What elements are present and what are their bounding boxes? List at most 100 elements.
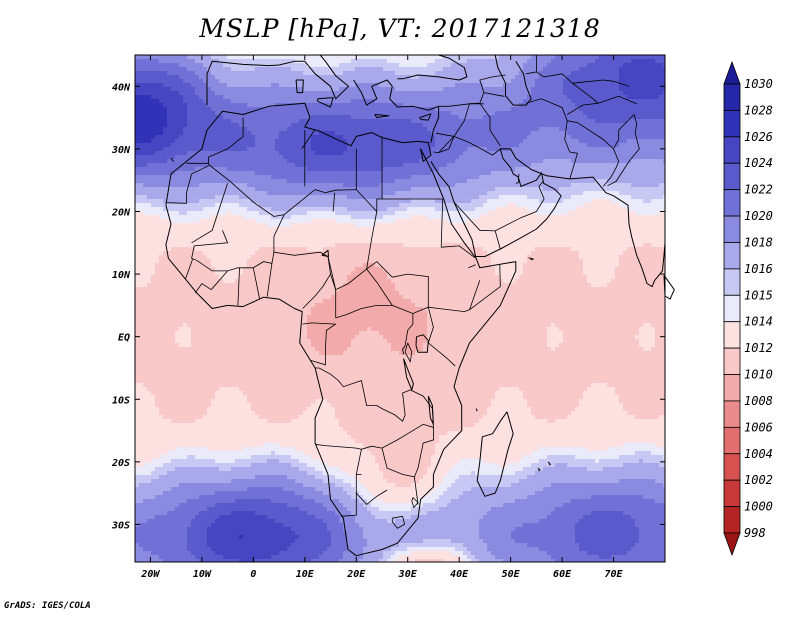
- x-tick-label: 10E: [296, 569, 315, 580]
- colorbar-box: [723, 506, 741, 534]
- crete: [374, 114, 390, 119]
- map-title: MSLP [hPa], VT: 2017121318: [199, 14, 601, 43]
- colorbar-label: 1008: [744, 394, 773, 408]
- coastlines-and-borders: [165, 54, 675, 557]
- country-border: [438, 135, 501, 156]
- colorbar-label: 1015: [744, 288, 773, 302]
- country-border: [315, 389, 434, 450]
- country-border: [208, 117, 244, 165]
- country-border: [427, 307, 456, 367]
- country-border: [273, 214, 285, 253]
- y-tick-label: EQ: [118, 333, 130, 344]
- country-border: [165, 165, 209, 204]
- greece-turkey-coast: [353, 79, 440, 143]
- y-tick-label: 10N: [112, 270, 131, 281]
- x-tick-label: 40E: [450, 569, 469, 580]
- country-border: [468, 264, 476, 269]
- x-tick-label: 0: [250, 569, 256, 580]
- country-border: [453, 181, 545, 232]
- lake-victoria: [415, 334, 429, 353]
- country-border: [479, 74, 506, 93]
- country-border: [210, 270, 228, 290]
- country-border: [310, 323, 336, 366]
- country-border: [332, 192, 336, 212]
- y-tick-label: 40N: [112, 82, 131, 93]
- colorbar-top-arrow: [723, 60, 741, 85]
- colorbar-box: [723, 83, 741, 111]
- country-border: [536, 71, 599, 104]
- x-tick-label: 60E: [553, 569, 572, 580]
- country-border: [366, 261, 429, 308]
- y-tick-label: 30S: [111, 520, 130, 531]
- country-border: [366, 211, 378, 270]
- cyprus: [419, 113, 432, 121]
- country-border: [315, 367, 411, 422]
- country-border: [404, 342, 413, 363]
- country-border: [237, 267, 240, 306]
- colorbar-box: [723, 294, 741, 323]
- country-border: [572, 79, 630, 87]
- colorbar-box: [723, 215, 741, 243]
- country-border: [441, 245, 476, 259]
- colorbar-label: 1016: [744, 262, 773, 276]
- country-border: [607, 114, 640, 187]
- map-axes: 20W 10W 0 10E 20E 30E 40E 50E 60E 70E 40N 30N 20N 10N…: [111, 55, 665, 580]
- country-border: [404, 313, 414, 347]
- country-border: [381, 427, 434, 478]
- colorbar-box: [723, 426, 741, 455]
- country-border: [194, 282, 212, 294]
- country-border: [602, 148, 620, 187]
- colorbar-box: [723, 453, 741, 481]
- colorbar-box: [723, 162, 741, 191]
- colorbar-label: 1024: [744, 156, 773, 170]
- colorbar-label: 1000: [744, 500, 773, 514]
- lake-tanganyika: [403, 358, 414, 391]
- country-border: [440, 198, 444, 248]
- colorbar-box: [723, 347, 741, 375]
- colorbar-label: 1010: [744, 368, 773, 382]
- y-tick-label: 20N: [111, 207, 131, 218]
- country-border: [356, 489, 388, 505]
- colorbar-label: 1004: [744, 447, 773, 461]
- country-border: [185, 258, 193, 280]
- country-border: [411, 497, 419, 509]
- reunion: [537, 467, 541, 472]
- colorbar-label: 1002: [744, 473, 773, 487]
- country-border: [301, 129, 315, 150]
- colorbar-label: 1030: [744, 77, 773, 91]
- mauritius: [547, 461, 551, 466]
- x-tick-label: 20W: [140, 569, 160, 580]
- madagascar-coast: [476, 411, 514, 497]
- colorbar-box: [723, 321, 741, 349]
- colorbar-label: 1022: [744, 183, 773, 197]
- colorbar-bottom-arrow: [723, 532, 741, 557]
- country-border: [414, 476, 419, 505]
- africa-coastline: [165, 102, 517, 557]
- colorbar-label: 1028: [744, 103, 773, 117]
- country-border: [525, 98, 579, 180]
- lake-chad: [321, 249, 329, 257]
- country-border: [191, 183, 228, 244]
- colorbar-label: 1020: [744, 209, 773, 223]
- country-border: [515, 173, 520, 184]
- colorbar-box: [723, 189, 741, 217]
- grads-credit: GrADS: IGES/COLA: [4, 601, 91, 611]
- sardinia: [295, 79, 304, 94]
- colorbar-label: 1014: [744, 315, 773, 329]
- country-border: [479, 102, 501, 147]
- europe-coast: [206, 54, 349, 106]
- y-tick-label: 30N: [111, 145, 131, 156]
- colorbar-box: [723, 136, 741, 164]
- colorbar-box: [723, 374, 741, 402]
- country-border: [252, 267, 260, 299]
- sicily: [317, 97, 334, 108]
- pressure-field: [135, 55, 666, 563]
- y-tick-label: 20S: [111, 458, 130, 469]
- country-border: [266, 263, 273, 297]
- comoros: [475, 408, 478, 412]
- colorbar-label: 1026: [744, 130, 773, 144]
- colorbar: 1030 1028 1026 1024 1022 1020 1018 1016 1015 1014…: [723, 60, 773, 557]
- country-border: [335, 305, 393, 319]
- country-border: [327, 256, 337, 290]
